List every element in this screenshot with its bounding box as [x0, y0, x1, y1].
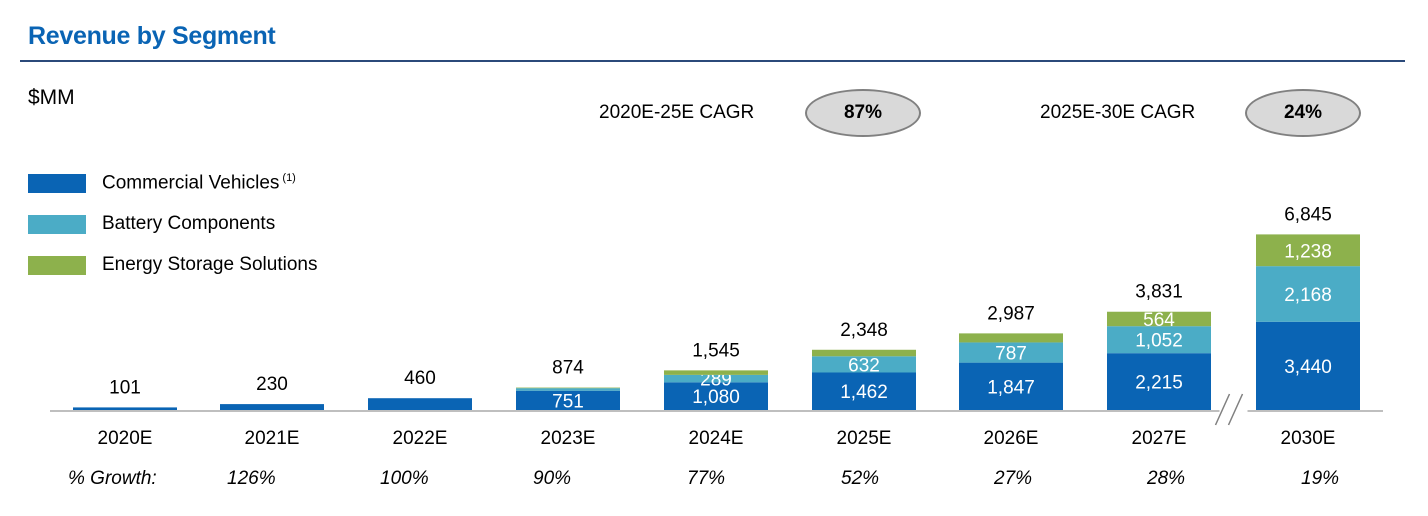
x-tick-2020E: 2020E — [98, 428, 153, 449]
total-label-2025E: 2,348 — [840, 320, 888, 341]
bar-label-2030E-series-2: 1,238 — [1284, 241, 1332, 262]
axis-break-gap — [1219, 392, 1248, 428]
growth-value-6: 27% — [994, 468, 1033, 489]
bar-2030E-series-0 — [1256, 321, 1360, 410]
bar-2027E-series-0 — [1107, 353, 1211, 410]
legend-item-battery: Battery Components — [28, 213, 275, 235]
bar-2025E-series-1 — [812, 356, 916, 373]
total-label-2027E: 3,831 — [1135, 282, 1183, 303]
bar-2025E-series-0 — [812, 372, 916, 410]
bar-2027E-series-1 — [1107, 326, 1211, 354]
legend-label-energy: Energy Storage Solutions — [102, 254, 318, 275]
unit-label: $MM — [28, 86, 75, 109]
x-tick-2022E: 2022E — [393, 428, 448, 449]
total-label-2021E: 230 — [256, 374, 288, 395]
bar-2027E-series-2 — [1107, 311, 1211, 327]
x-tick-2030E: 2030E — [1281, 428, 1336, 449]
growth-value-8: 19% — [1301, 468, 1340, 489]
bar-label-2030E-series-0: 3,440 — [1284, 357, 1332, 378]
x-tick-2021E: 2021E — [245, 428, 300, 449]
x-tick-2026E: 2026E — [984, 428, 1039, 449]
growth-value-1: 126% — [227, 468, 276, 489]
bar-label-2025E-series-0: 1,462 — [840, 382, 888, 403]
bar-2023E-series-0 — [516, 390, 620, 410]
bar-2022E-series-0 — [368, 398, 472, 410]
bar-label-2023E-series-0: 751 — [552, 391, 584, 412]
growth-value-7: 28% — [1147, 468, 1186, 489]
bar-label-2026E-series-0: 1,847 — [987, 377, 1035, 398]
bar-2030E-series-1 — [1256, 266, 1360, 322]
cagr-label-2020-25: 2020E-25E CAGR — [599, 102, 755, 123]
bar-2024E-series-2 — [664, 370, 768, 375]
bar-2026E-series-2 — [959, 333, 1063, 343]
bar-2021E-series-0 — [220, 404, 324, 410]
legend-swatch-commercial — [28, 173, 86, 193]
bar-2025E-series-2 — [812, 349, 916, 357]
growth-value-3: 90% — [533, 468, 572, 489]
x-tick-2024E: 2024E — [689, 428, 744, 449]
bar-2026E-series-0 — [959, 362, 1063, 410]
legend-swatch-energy — [28, 255, 86, 275]
x-tick-2023E: 2023E — [541, 428, 596, 449]
legend-label-commercial: Commercial Vehicles — [102, 172, 280, 194]
cagr-label-2025-30: 2025E-30E CAGR — [1040, 102, 1196, 123]
bar-label-2027E-series-1: 1,052 — [1135, 331, 1183, 352]
legend-label-battery: Battery Components — [102, 213, 276, 234]
bar-label-2025E-series-1: 632 — [848, 355, 880, 376]
total-label-2022E: 460 — [404, 368, 436, 389]
axis-break-mark-right — [1227, 393, 1244, 426]
bar-label-2027E-series-0: 2,215 — [1135, 373, 1183, 394]
x-tick-2027E: 2027E — [1132, 428, 1187, 449]
legend-swatch-battery — [28, 214, 86, 234]
bar-label-2026E-series-1: 787 — [995, 344, 1027, 365]
bar-2023E-series-2 — [516, 387, 620, 389]
total-label-2026E: 2,987 — [987, 303, 1035, 324]
cagr-value-2025-30: 24% — [1245, 89, 1361, 137]
cagr-value-2020-25: 87% — [805, 89, 921, 137]
bar-2023E-series-1 — [516, 388, 620, 391]
total-label-2023E: 874 — [552, 358, 584, 379]
growth-value-4: 77% — [687, 468, 726, 489]
axis-break-mark-left — [1214, 393, 1231, 426]
growth-value-2: 100% — [380, 468, 429, 489]
chart-title: Revenue by Segment — [28, 22, 276, 50]
legend-item-energy: Energy Storage Solutions — [28, 254, 317, 276]
growth-value-5: 52% — [841, 468, 880, 489]
bar-label-2024E-series-0: 1,080 — [692, 387, 740, 408]
total-label-2020E: 101 — [109, 377, 141, 398]
bar-2024E-series-1 — [664, 374, 768, 383]
x-tick-2025E: 2025E — [837, 428, 892, 449]
bar-label-2030E-series-1: 2,168 — [1284, 285, 1332, 306]
title-rule — [20, 60, 1405, 62]
bar-2026E-series-1 — [959, 342, 1063, 363]
bar-2024E-series-0 — [664, 382, 768, 410]
legend-item-commercial: Commercial Vehicles (1) — [28, 172, 296, 194]
growth-row-label: % Growth: — [68, 468, 157, 489]
total-label-2024E: 1,545 — [692, 340, 740, 361]
total-label-2030E: 6,845 — [1284, 204, 1332, 225]
bar-label-2027E-series-2: 564 — [1143, 310, 1175, 331]
legend-footnote: (1) — [282, 172, 296, 184]
bar-2020E-series-0 — [73, 407, 177, 410]
bar-2030E-series-2 — [1256, 234, 1360, 267]
